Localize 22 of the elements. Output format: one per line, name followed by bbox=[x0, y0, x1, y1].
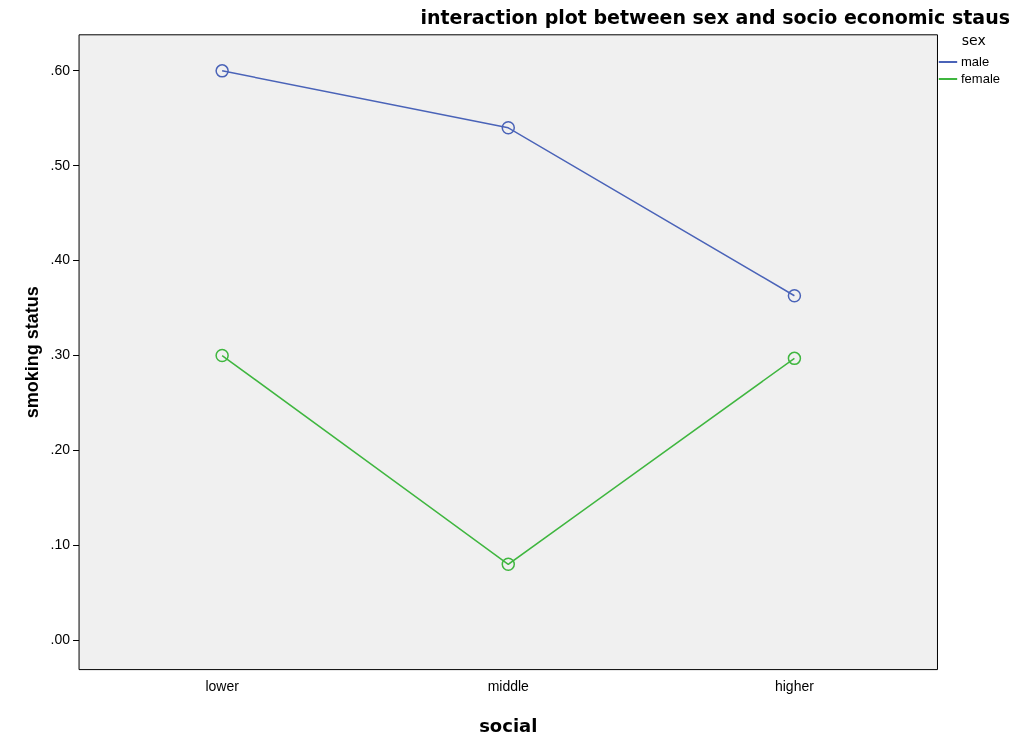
legend-label: female bbox=[960, 70, 1001, 86]
legend-title: sex bbox=[961, 32, 986, 49]
y-tick-label: .10 bbox=[50, 536, 71, 553]
y-tick-label: .00 bbox=[50, 631, 71, 648]
y-axis-title: smoking status bbox=[21, 286, 42, 419]
point bbox=[215, 64, 229, 78]
point bbox=[215, 348, 229, 363]
legend-label: male bbox=[960, 53, 990, 69]
point bbox=[787, 288, 802, 303]
x-tick-label: middle bbox=[487, 677, 530, 694]
y-tick-label: .30 bbox=[50, 346, 71, 363]
x-tick-label: higher bbox=[774, 677, 815, 694]
y-tick-label: .60 bbox=[50, 61, 71, 78]
point bbox=[787, 351, 802, 366]
chart-title: interaction plot between sex and socio economic staus bbox=[420, 6, 1010, 29]
x-axis-title: social bbox=[479, 714, 538, 736]
x-tick-label: lower bbox=[205, 677, 240, 694]
point bbox=[501, 121, 516, 135]
point bbox=[501, 557, 516, 572]
y-tick-label: .40 bbox=[50, 251, 71, 268]
y-tick-label: .50 bbox=[50, 156, 71, 173]
y-tick-label: .20 bbox=[50, 441, 71, 458]
